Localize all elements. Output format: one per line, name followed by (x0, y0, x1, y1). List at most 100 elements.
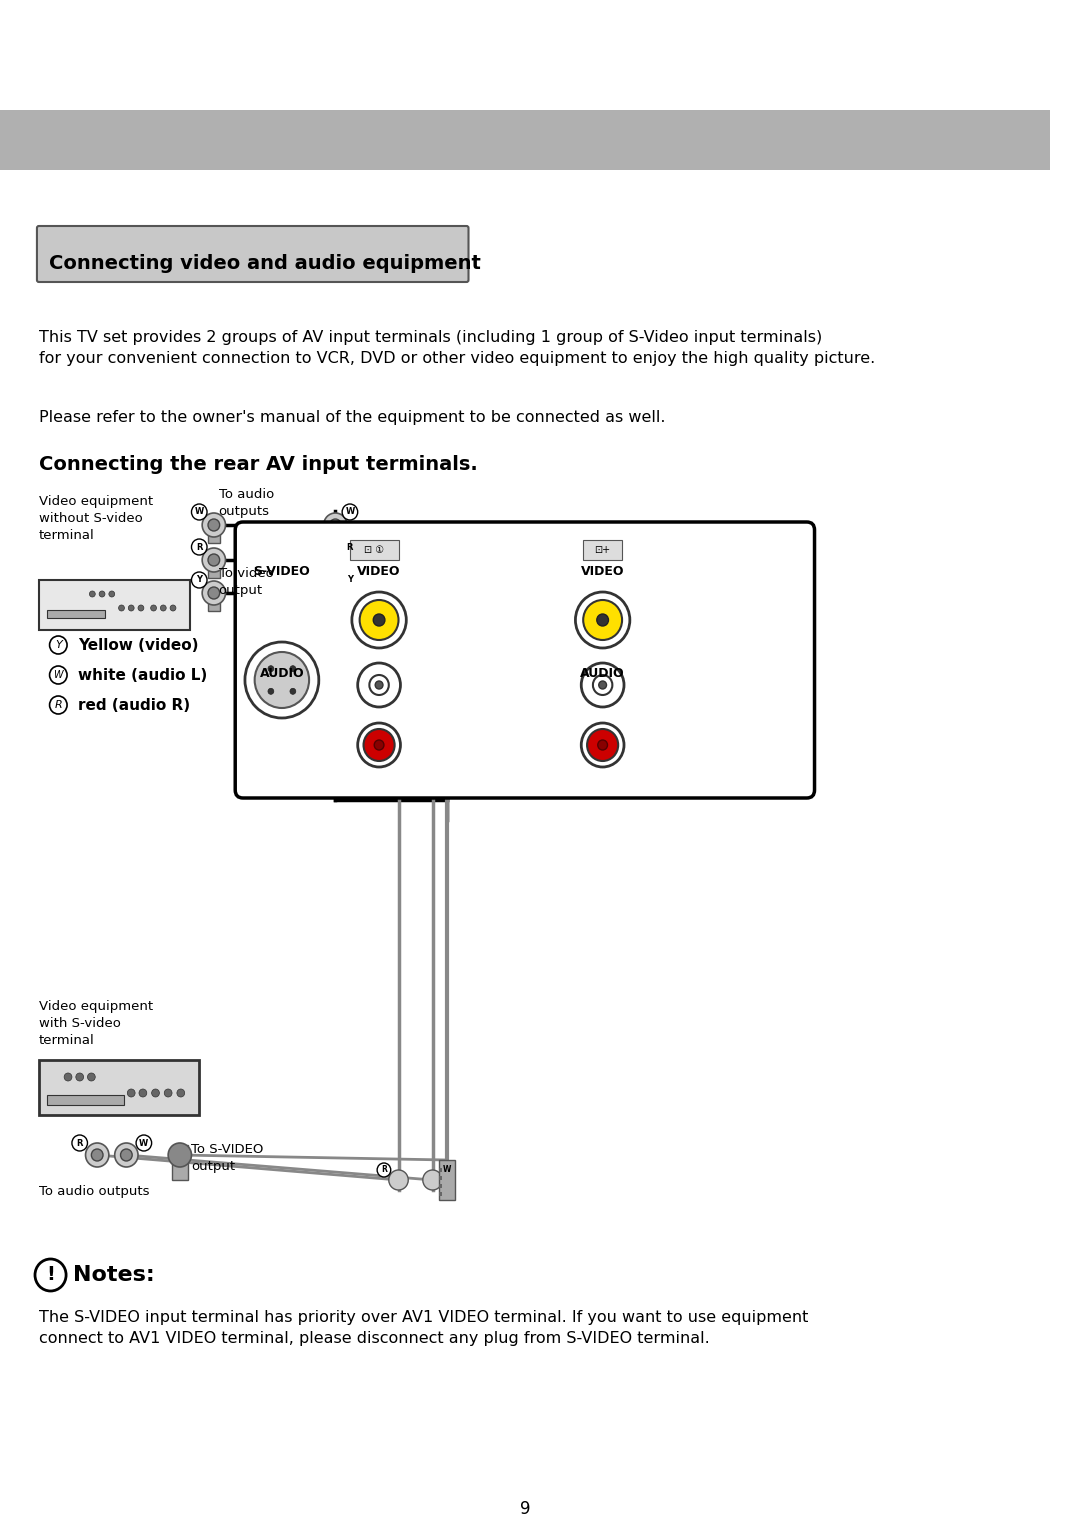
Bar (329, 560, 341, 579)
Circle shape (369, 675, 389, 695)
Circle shape (324, 548, 347, 573)
Circle shape (342, 504, 357, 521)
Text: AUDIO: AUDIO (580, 667, 625, 680)
Circle shape (441, 1164, 454, 1177)
Circle shape (129, 605, 134, 611)
Circle shape (76, 1073, 83, 1081)
Circle shape (50, 666, 67, 684)
Circle shape (342, 573, 357, 588)
Circle shape (87, 1073, 95, 1081)
Circle shape (191, 573, 207, 588)
Circle shape (85, 1144, 109, 1167)
Text: Y: Y (55, 640, 62, 651)
Circle shape (202, 548, 226, 573)
Text: Video equipment
without S-video
terminal: Video equipment without S-video terminal (39, 495, 153, 542)
Circle shape (72, 1135, 87, 1151)
Circle shape (170, 605, 176, 611)
Bar (208, 525, 219, 544)
Bar (46, 1095, 124, 1106)
Bar (39, 1060, 199, 1115)
Circle shape (324, 513, 347, 538)
Text: Notes:: Notes: (72, 1264, 154, 1286)
Circle shape (597, 614, 608, 626)
Circle shape (576, 592, 630, 647)
Text: To S-VIDEO
output: To S-VIDEO output (191, 1144, 264, 1173)
Bar (440, 1161, 455, 1200)
Text: Y: Y (197, 576, 202, 585)
Circle shape (202, 513, 226, 538)
Circle shape (114, 1144, 138, 1167)
Circle shape (160, 605, 166, 611)
Text: R: R (77, 1139, 83, 1147)
Text: The S-VIDEO input terminal has priority over AV1 VIDEO terminal. If you want to : The S-VIDEO input terminal has priority … (39, 1310, 808, 1345)
Bar (329, 592, 341, 611)
Circle shape (588, 728, 618, 760)
Text: 9: 9 (519, 1500, 530, 1518)
Circle shape (99, 591, 105, 597)
Text: Please refer to the owner's manual of the equipment to be connected as well.: Please refer to the owner's manual of th… (39, 411, 665, 425)
Text: This TV set provides 2 groups of AV input terminals (including 1 group of S-Vide: This TV set provides 2 groups of AV inpu… (39, 330, 875, 366)
Circle shape (202, 580, 226, 605)
Circle shape (329, 519, 341, 531)
Circle shape (329, 586, 341, 599)
Circle shape (150, 605, 157, 611)
Text: W: W (346, 507, 354, 516)
Text: white (audio L): white (audio L) (78, 667, 207, 683)
Circle shape (208, 519, 219, 531)
Text: AUDIO: AUDIO (259, 667, 305, 680)
Circle shape (177, 1089, 185, 1096)
Bar (39, 580, 189, 631)
Bar (329, 525, 341, 544)
Circle shape (191, 539, 207, 554)
Circle shape (50, 637, 67, 654)
Text: S-VIDEO: S-VIDEO (254, 565, 310, 579)
Circle shape (64, 1073, 72, 1081)
Text: To audio
outputs: To audio outputs (218, 489, 274, 518)
Bar (440, 1176, 442, 1180)
Circle shape (268, 689, 274, 695)
Circle shape (375, 681, 383, 689)
Circle shape (268, 666, 274, 672)
Circle shape (360, 600, 399, 640)
Circle shape (245, 641, 319, 718)
Text: Yellow (video): Yellow (video) (78, 637, 199, 652)
Bar (0, 110, 1050, 169)
Text: W: W (139, 1139, 148, 1147)
Circle shape (289, 689, 296, 695)
Circle shape (598, 681, 607, 689)
Text: R: R (381, 1165, 387, 1174)
Circle shape (208, 586, 219, 599)
Circle shape (593, 675, 612, 695)
Circle shape (357, 722, 401, 767)
Circle shape (109, 591, 114, 597)
Text: R: R (347, 542, 353, 551)
Text: ⊡ ①: ⊡ ① (364, 545, 384, 554)
Text: W: W (54, 670, 63, 680)
Circle shape (342, 539, 357, 554)
Circle shape (90, 591, 95, 597)
Circle shape (191, 504, 207, 521)
Circle shape (121, 1148, 132, 1161)
Circle shape (352, 592, 406, 647)
Circle shape (255, 652, 309, 709)
Circle shape (389, 1170, 408, 1190)
Circle shape (136, 1135, 151, 1151)
Circle shape (377, 1164, 391, 1177)
FancyBboxPatch shape (235, 522, 814, 799)
Circle shape (289, 666, 296, 672)
Circle shape (127, 1089, 135, 1096)
Circle shape (422, 1170, 442, 1190)
Bar (583, 541, 622, 560)
Circle shape (168, 1144, 191, 1167)
Circle shape (581, 663, 624, 707)
Text: Y: Y (347, 576, 353, 585)
Bar (208, 560, 219, 579)
Circle shape (151, 1089, 160, 1096)
Text: !: ! (46, 1266, 55, 1284)
Text: To video
output: To video output (218, 567, 273, 597)
Text: VIDEO: VIDEO (357, 565, 401, 579)
Bar (350, 541, 399, 560)
Bar (208, 592, 219, 611)
Circle shape (139, 1089, 147, 1096)
Circle shape (374, 741, 383, 750)
